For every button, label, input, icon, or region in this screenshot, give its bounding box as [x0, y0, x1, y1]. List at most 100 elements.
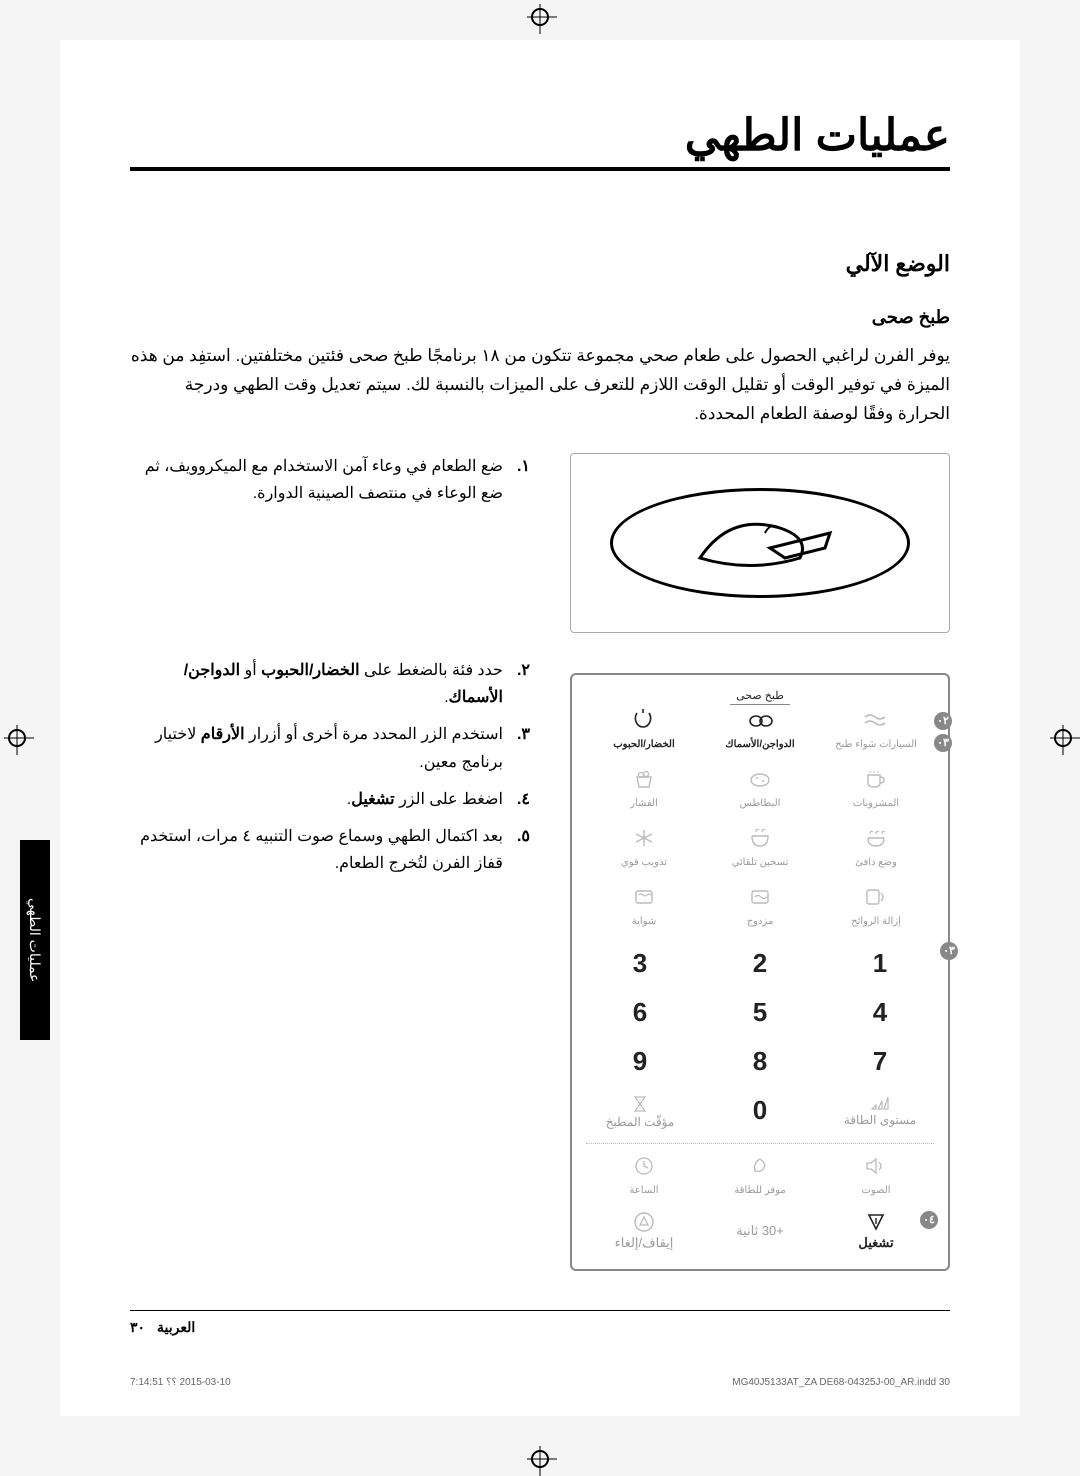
- reheat-icon: [743, 824, 777, 852]
- footline-timestamp: 2015-03-10 ؟؟ 7:14:51: [130, 1377, 231, 1388]
- panel-label: الفشار: [630, 797, 658, 810]
- panel-btn-clock[interactable]: الساعة: [586, 1152, 702, 1197]
- control-panel-figure: طبخ صحى ٠٢ ٠٣ السيارات شواء طبخ الدواجن/…: [570, 673, 950, 1271]
- title-rule: عمليات الطهي: [130, 110, 950, 171]
- panel-btn-sound[interactable]: الصوت: [818, 1152, 934, 1197]
- section-heading: الوضع الآلي: [130, 251, 950, 277]
- turntable-oval: [610, 488, 910, 598]
- panel-label: موفر للطاقة: [734, 1184, 785, 1197]
- panel-label: المشروبات: [853, 797, 899, 810]
- panel-btn-deodorize[interactable]: إزالة الروائح: [818, 883, 934, 928]
- panel-btn-eco[interactable]: موفر للطاقة: [702, 1152, 818, 1197]
- power-level-icon: [870, 1095, 890, 1111]
- reg-target-top: [531, 8, 549, 26]
- separator: [586, 1143, 934, 1144]
- key-kitchen-timer[interactable]: مؤقّت المطبخ: [586, 1089, 694, 1135]
- deo-icon: [859, 883, 893, 911]
- key-1[interactable]: 1: [826, 942, 934, 985]
- intro-paragraph: يوفر الفرن لراغبي الحصول على طعام صحي مج…: [130, 342, 950, 429]
- step-text: ضع الطعام في وعاء آمن الاستخدام مع الميك…: [130, 453, 503, 507]
- key-2[interactable]: 2: [706, 942, 814, 985]
- grill-icon: [627, 883, 661, 911]
- wave-icon: [859, 706, 893, 734]
- steps-column: ١. ضع الطعام في وعاء آمن الاستخدام مع ال…: [130, 453, 530, 1271]
- step-prefix: استخدم الزر المحدد مرة أخرى أو أزرار: [245, 726, 503, 743]
- stop-label: إيقاف/إلغاء: [615, 1235, 674, 1251]
- key-8[interactable]: 8: [706, 1040, 814, 1083]
- step-prefix: اضغط على الزر: [395, 791, 503, 808]
- panel-row-5: الصوت موفر للطاقة الساعة: [586, 1152, 934, 1197]
- footer-page: ٣٠: [130, 1319, 145, 1336]
- key-3[interactable]: 3: [586, 942, 694, 985]
- step-number: ٥.: [517, 823, 530, 877]
- panel-btn-beverages[interactable]: المشروبات: [818, 765, 934, 810]
- print-footline: MG40J5133AT_ZA DE68-04325J-00_AR.indd 30…: [130, 1377, 950, 1388]
- spacer: [130, 517, 530, 657]
- key-9[interactable]: 9: [586, 1040, 694, 1083]
- step-bold: الأرقام: [201, 726, 245, 743]
- step-number: ١.: [517, 453, 530, 507]
- start-label: تشغيل: [858, 1235, 893, 1251]
- panel-btn-potato[interactable]: البطاطس: [702, 765, 818, 810]
- panel-row-2: المشروبات البطاطس الفشار: [586, 765, 934, 810]
- food-turntable-figure: [570, 453, 950, 633]
- stop-icon: [633, 1211, 655, 1233]
- panel-label: الدواجن/الأسماك: [725, 738, 794, 751]
- key-0[interactable]: 0: [706, 1089, 814, 1135]
- popcorn-icon: [627, 765, 661, 793]
- panel-label: تذويب قوي: [621, 856, 667, 869]
- footer-lang: العربية: [157, 1319, 195, 1336]
- panel-row-1: ٠٢ ٠٣ السيارات شواء طبخ الدواجن/الأسماك …: [586, 706, 934, 751]
- panel-top-label-row: طبخ صحى: [586, 689, 934, 702]
- panel-label: البطاطس: [740, 797, 781, 810]
- step-number: ٤.: [517, 786, 530, 813]
- callout-badge-2: ٠٢: [934, 712, 952, 730]
- panel-btn-keepwarm[interactable]: وضع دافئ: [818, 824, 934, 869]
- panel-btn-defrost[interactable]: تذويب قوي: [586, 824, 702, 869]
- reg-target-right: [1054, 729, 1072, 747]
- panel-btn-grill[interactable]: شواية: [586, 883, 702, 928]
- key-7[interactable]: 7: [826, 1040, 934, 1083]
- step-2: ٢. حدد فئة بالضغط على الخضار/الحبوب أو ا…: [130, 657, 530, 711]
- clock-icon: [627, 1152, 661, 1180]
- panel-label: الصوت: [861, 1184, 890, 1197]
- key-timer-label: مؤقّت المطبخ: [606, 1115, 675, 1129]
- panel-btn-stop[interactable]: إيقاف/إلغاء: [586, 1211, 702, 1251]
- key-power-label: مستوى الطاقة: [844, 1113, 916, 1127]
- step-3: ٣. استخدم الزر المحدد مرة أخرى أو أزرار …: [130, 721, 530, 775]
- potato-icon: [743, 765, 777, 793]
- panel-btn-poultry-fish[interactable]: الدواجن/الأسماك: [702, 706, 818, 751]
- keypad-area: ٠٣ 1 2 3 4 5 6 7 8 9 مستوى الطاقة: [586, 942, 934, 1135]
- key-4[interactable]: 4: [826, 991, 934, 1034]
- step-text: اضغط على الزر تشغيل.: [130, 786, 503, 813]
- reg-target-left: [8, 729, 26, 747]
- panel-last-row: ٠٤ تشغيل +30 ثانية إيقاف/إلغاء: [586, 1211, 934, 1251]
- panel-row-4: إزالة الروائح مزدوج شواية: [586, 883, 934, 928]
- step-number: ٢.: [517, 657, 530, 711]
- start-icon: [865, 1211, 887, 1233]
- two-column-layout: طبخ صحى ٠٢ ٠٣ السيارات شواء طبخ الدواجن/…: [130, 453, 950, 1271]
- step-1: ١. ضع الطعام في وعاء آمن الاستخدام مع ال…: [130, 453, 530, 507]
- step-text: استخدم الزر المحدد مرة أخرى أو أزرار الأ…: [130, 721, 503, 775]
- plus30-label: +30 ثانية: [736, 1223, 784, 1239]
- panel-btn-combi[interactable]: مزدوج: [702, 883, 818, 928]
- footline-filename: MG40J5133AT_ZA DE68-04325J-00_AR.indd 30: [732, 1377, 950, 1388]
- panel-btn-veg-grain[interactable]: الخضار/الحبوب: [586, 706, 702, 751]
- panel-top-label: طبخ صحى: [730, 690, 790, 705]
- key-6[interactable]: 6: [586, 991, 694, 1034]
- panel-btn-popcorn[interactable]: الفشار: [586, 765, 702, 810]
- reg-target-bottom: [531, 1450, 549, 1468]
- page-title: عمليات الطهي: [130, 110, 950, 161]
- panel-row-3: وضع دافئ تسخين تلقائي تذويب قوي: [586, 824, 934, 869]
- key-5[interactable]: 5: [706, 991, 814, 1034]
- key-power-level[interactable]: مستوى الطاقة: [826, 1089, 934, 1135]
- eco-icon: [743, 1152, 777, 1180]
- panel-btn-plus30[interactable]: +30 ثانية: [702, 1223, 818, 1239]
- numeric-keypad: 1 2 3 4 5 6 7 8 9 مستوى الطاقة 0: [586, 942, 934, 1135]
- panel-btn-autoreheat[interactable]: تسخين تلقائي: [702, 824, 818, 869]
- panel-btn-start[interactable]: ٠٤ تشغيل: [818, 1211, 934, 1251]
- panel-btn-auto-grill[interactable]: السيارات شواء طبخ: [818, 706, 934, 751]
- callout-badge-start: ٠٤: [920, 1211, 938, 1229]
- step-bold: الخضار/الحبوب: [261, 662, 359, 679]
- step-or: أو: [240, 662, 261, 679]
